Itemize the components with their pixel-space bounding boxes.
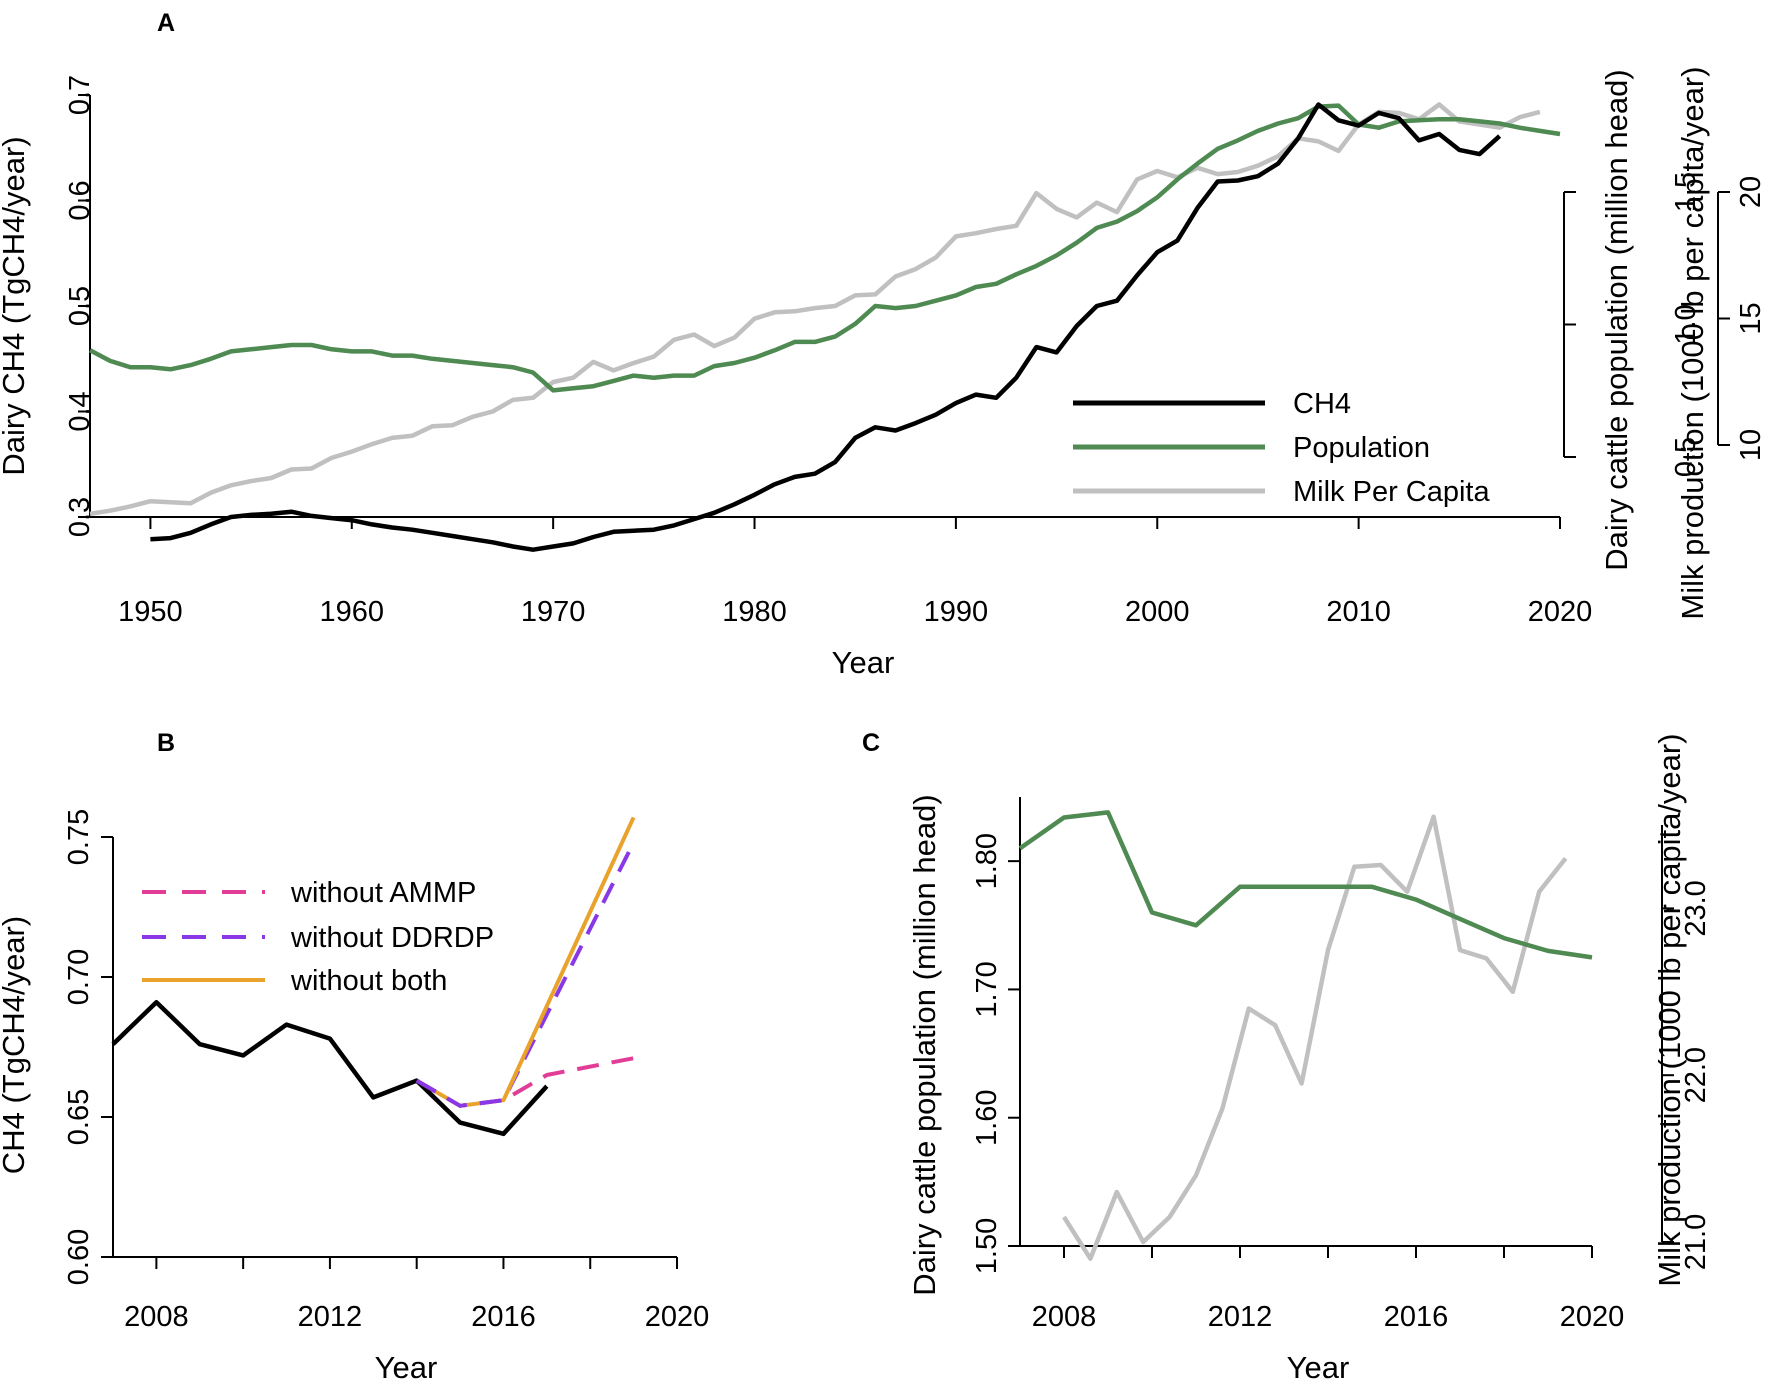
legend-label-without-ddrdp: without DDRDP (290, 922, 494, 954)
y-tick-label: 0.7 (64, 75, 96, 115)
right-axis-tick-label: 23.0 (1680, 880, 1712, 936)
right-axis-tick-label: 21.0 (1680, 1214, 1712, 1270)
x-tick-label: 2016 (1384, 1301, 1449, 1333)
panel-b-chart: 2008 2012 2016 2020 0.60 0.65 0.70 0.75 Year CH4 … (0, 809, 709, 1383)
x-tick-label: 2012 (298, 1301, 363, 1333)
y-tick-label: 1.50 (971, 1218, 1003, 1274)
x-tick-label: 2020 (645, 1301, 710, 1333)
x-tick-label: 2016 (471, 1301, 536, 1333)
right-axis-2-label: Milk production (1000 lb per capita/year… (1675, 66, 1710, 619)
x-tick-label: 1950 (118, 596, 183, 628)
y-tick-label: 1.80 (971, 833, 1003, 889)
x-tick-label: 2010 (1326, 596, 1391, 628)
x-tick-label: 2008 (1032, 1301, 1097, 1333)
panel-label-c: C (862, 729, 880, 757)
panel-a-chart: 1950 1960 1970 1980 1990 2000 2010 20200.30.40.… (0, 66, 1767, 680)
right-axis-label: Milk production (1000 lb per capita/year… (1652, 733, 1687, 1286)
series-without-both (415, 816, 636, 1108)
panel-c-chart: 2008 2012 2016 2020 1.50 1.60 1.70 1.80 Year Dair… (907, 733, 1712, 1383)
y-tick-label: 0.75 (63, 809, 95, 865)
right-axis-1-tick-label: 1.0 (1670, 304, 1702, 344)
x-tick-label: 2020 (1560, 1301, 1625, 1333)
panel-label-b: B (157, 729, 175, 757)
right-axis-2-tick-label: 10 (1735, 429, 1767, 461)
series-without-ddrdp-overlay (415, 1078, 504, 1108)
right-axis-1-tick-label: 0.5 (1670, 437, 1702, 477)
legend-label-population: Population (1293, 432, 1430, 464)
legend-label-ch4: CH4 (1293, 388, 1351, 420)
legend-label-milk-per-capita: Milk Per Capita (1293, 476, 1490, 508)
x-axis-label: Year (832, 645, 895, 680)
x-tick-label: 2020 (1528, 596, 1593, 628)
x-axis-label: Year (375, 1350, 438, 1383)
y-tick-label: 0.4 (64, 391, 96, 431)
y-tick-label: 0.65 (63, 1089, 95, 1145)
legend-label-without-both: without both (290, 965, 447, 997)
x-tick-label: 2012 (1208, 1301, 1273, 1333)
series-milk-per-capita (1062, 814, 1568, 1261)
series-ch4 (150, 102, 1502, 552)
series-population (1018, 810, 1593, 960)
x-tick-label: 1960 (320, 596, 385, 628)
y-axis-label: Dairy cattle population (million head) (907, 794, 942, 1295)
y-axis-label: Dairy CH4 (TgCH4/year) (0, 136, 31, 475)
y-tick-label: 0.60 (63, 1229, 95, 1285)
x-tick-label: 1990 (924, 596, 989, 628)
right-axis-tick-label: 22.0 (1680, 1047, 1712, 1103)
y-tick-label: 1.60 (971, 1089, 1003, 1145)
y-tick-label: 0.3 (64, 497, 96, 537)
y-tick-label: 0.6 (64, 180, 96, 220)
x-tick-label: 1980 (722, 596, 787, 628)
y-tick-label: 0.5 (64, 286, 96, 326)
panel-label-a: A (157, 9, 175, 37)
right-axis-2-tick-label: 20 (1735, 176, 1767, 208)
y-tick-label: 1.70 (971, 961, 1003, 1017)
right-axis-1-tick-label: 1.5 (1670, 172, 1702, 212)
y-tick-label: 0.70 (63, 949, 95, 1005)
x-tick-label: 2008 (124, 1301, 189, 1333)
x-tick-label: 2000 (1125, 596, 1190, 628)
right-axis-1-label: Dairy cattle population (million head) (1599, 69, 1634, 570)
x-tick-label: 1970 (521, 596, 586, 628)
legend-label-without-ammp: without AMMP (290, 877, 476, 909)
right-axis-2-tick-label: 15 (1735, 302, 1767, 334)
y-axis-label: CH4 (TgCH4/year) (0, 916, 31, 1174)
series-ch4 (111, 999, 549, 1137)
x-axis-label: Year (1287, 1350, 1350, 1383)
